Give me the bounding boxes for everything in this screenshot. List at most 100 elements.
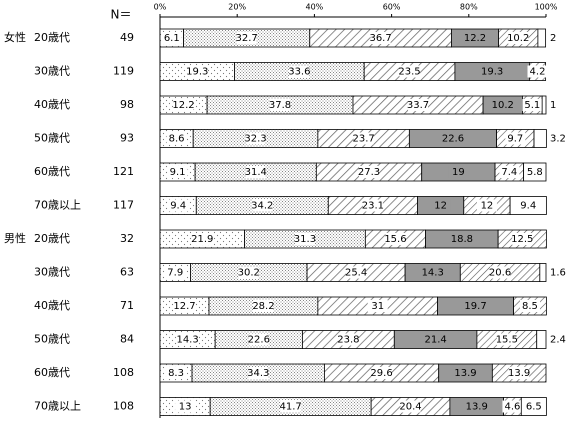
data-label: 7.4 xyxy=(501,167,517,178)
category-label: 70歳以上 xyxy=(34,400,81,413)
data-label: 19.7 xyxy=(464,301,486,312)
data-label: 4.2 xyxy=(530,67,546,78)
label-bg xyxy=(362,199,383,212)
label-bg xyxy=(166,132,187,145)
label-bg xyxy=(245,166,266,178)
category-label: 20歳代 xyxy=(34,232,70,245)
label-bg xyxy=(422,266,443,279)
data-label: 14.3 xyxy=(176,335,198,346)
label-bg xyxy=(476,199,497,212)
data-label: 33.6 xyxy=(288,67,310,78)
label-bg xyxy=(492,99,513,111)
label-bg xyxy=(442,132,463,145)
label-bg xyxy=(502,400,523,413)
data-label: 27.3 xyxy=(358,167,380,178)
label-bg xyxy=(399,65,420,78)
label-bg xyxy=(165,266,186,279)
label-bg xyxy=(527,65,548,78)
label-bg xyxy=(245,132,266,145)
data-label: 21.4 xyxy=(424,335,446,346)
data-label: 19.3 xyxy=(186,67,208,78)
data-label: 12 xyxy=(434,201,447,212)
data-label: 29.6 xyxy=(370,368,392,379)
category-label: 60歳代 xyxy=(34,165,70,178)
label-bg xyxy=(248,367,269,379)
n-value: 98 xyxy=(120,98,134,111)
label-bg xyxy=(353,132,374,145)
label-bg xyxy=(430,199,451,212)
n-value: 84 xyxy=(120,333,134,346)
label-bg xyxy=(166,367,187,379)
label-bg xyxy=(367,300,388,312)
category-label: 50歳代 xyxy=(34,132,70,145)
n-value: 119 xyxy=(113,65,134,78)
data-label: 31 xyxy=(371,301,384,312)
n-value: 121 xyxy=(113,165,134,178)
data-label: 5.8 xyxy=(527,167,543,178)
label-bg xyxy=(490,266,511,279)
label-bg xyxy=(523,400,544,413)
n-value: 117 xyxy=(113,199,134,212)
label-bg xyxy=(482,65,503,78)
label-bg xyxy=(252,199,273,212)
data-label: 10.2 xyxy=(507,33,529,44)
label-bg xyxy=(464,32,485,44)
data-label: 22.6 xyxy=(248,335,270,346)
data-label: 9.7 xyxy=(507,134,523,145)
bar-segment xyxy=(539,263,547,282)
x-tick-label: 100% xyxy=(535,3,558,12)
label-bg xyxy=(167,166,188,178)
data-label: 8.5 xyxy=(522,301,538,312)
data-label: 3.2 xyxy=(550,134,566,145)
data-label: 8.3 xyxy=(168,368,184,379)
data-label: 5.1 xyxy=(524,100,540,111)
category-label: 40歳代 xyxy=(34,299,70,312)
data-label: 10.2 xyxy=(492,100,514,111)
data-label: 23.1 xyxy=(362,201,384,212)
category-label: 50歳代 xyxy=(34,333,70,346)
data-label: 8.6 xyxy=(169,134,185,145)
label-bg xyxy=(499,166,520,178)
data-label: 30.2 xyxy=(238,268,260,279)
data-label: 22.6 xyxy=(442,134,464,145)
label-bg xyxy=(509,367,530,379)
data-label: 12.5 xyxy=(511,234,533,245)
n-value: 32 xyxy=(120,232,134,245)
label-bg xyxy=(522,99,543,111)
label-bg xyxy=(177,333,198,346)
data-label: 12 xyxy=(481,201,494,212)
category-label: 30歳代 xyxy=(34,266,70,279)
data-label: 9.4 xyxy=(170,201,186,212)
label-bg xyxy=(524,166,545,178)
data-label: 9.4 xyxy=(520,201,536,212)
label-bg xyxy=(455,367,476,379)
n-value: 108 xyxy=(113,400,134,413)
label-bg xyxy=(425,333,446,346)
category-label: 70歳以上 xyxy=(34,199,81,212)
label-bg xyxy=(496,333,517,346)
label-bg xyxy=(168,199,189,212)
label-bg xyxy=(253,300,274,312)
data-label: 36.7 xyxy=(369,33,391,44)
data-label: 9.1 xyxy=(170,167,186,178)
category-label: 40歳代 xyxy=(34,98,70,111)
label-bg xyxy=(451,233,472,245)
group-label: 男性 xyxy=(4,231,26,245)
group-label: 女性 xyxy=(4,30,26,44)
data-label: 2 xyxy=(550,33,556,44)
data-label: 18.8 xyxy=(451,234,473,245)
label-bg xyxy=(294,233,315,245)
data-label: 13.9 xyxy=(454,368,476,379)
data-label: 1.6 xyxy=(550,268,566,279)
data-label: 41.7 xyxy=(280,402,302,413)
label-bg xyxy=(338,333,359,346)
label-bg xyxy=(508,32,529,44)
x-tick-label: 80% xyxy=(460,3,478,12)
label-bg xyxy=(400,400,421,413)
label-bg xyxy=(371,367,392,379)
data-label: 34.2 xyxy=(251,201,273,212)
data-label: 12.2 xyxy=(464,33,486,44)
n-value: 93 xyxy=(120,132,134,145)
data-label: 20.4 xyxy=(399,402,421,413)
